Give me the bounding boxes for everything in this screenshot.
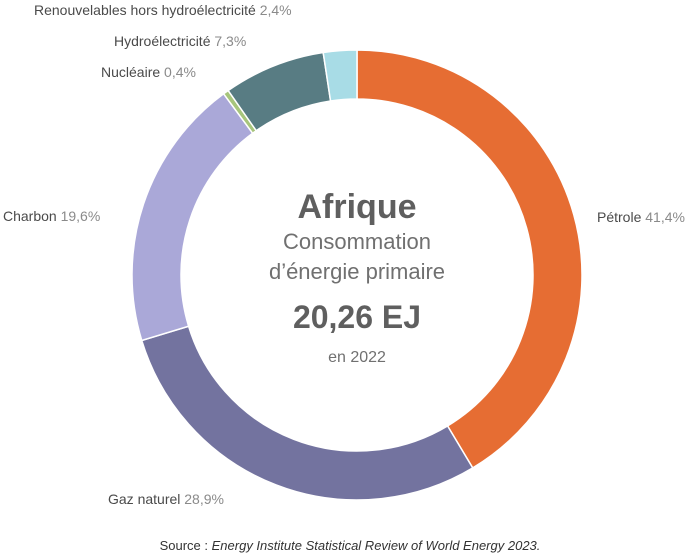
label-hydroelectricite: Hydroélectricité 7,3% — [114, 33, 246, 49]
year-label: en 2022 — [328, 349, 386, 366]
label-renouvelables-hors-hydroelectricite: Renouvelables hors hydroélectricité 2,4% — [34, 2, 292, 18]
chart-subtitle-line-1: Consommation — [283, 229, 431, 254]
source-note: Source : Energy Institute Statistical Re… — [0, 538, 700, 553]
chart-title: Afrique — [298, 188, 417, 226]
label-name-hydroelectricite: Hydroélectricité — [114, 33, 214, 49]
total-consumption-value: 20,26 EJ — [293, 299, 421, 335]
donut-center-text: Afrique Consommation d’énergie primaire … — [269, 188, 445, 366]
slice-petrole — [356, 49, 583, 469]
donut-slices — [131, 49, 583, 501]
label-petrole: Pétrole 41,4% — [597, 209, 685, 225]
label-value-nucleaire: 0,4% — [164, 64, 196, 80]
slice-renouvelables-hors-hydroelectricite — [322, 49, 358, 102]
label-name-gaz-naturel: Gaz naturel — [108, 491, 184, 507]
label-charbon: Charbon 19,6% — [3, 208, 100, 224]
slice-gaz-naturel — [140, 325, 474, 501]
source-text: Energy Institute Statistical Review of W… — [211, 538, 541, 553]
label-nucleaire: Nucléaire 0,4% — [101, 64, 196, 80]
slice-labels: Pétrole 41,4% Gaz naturel 28,9% Charbon 19… — [3, 2, 685, 507]
label-value-gaz-naturel: 28,9% — [184, 491, 224, 507]
label-value-charbon: 19,6% — [61, 208, 101, 224]
label-name-nucleaire: Nucléaire — [101, 64, 164, 80]
label-value-hydroelectricite: 7,3% — [214, 33, 246, 49]
source-prefix: Source : — [159, 538, 212, 553]
slice-charbon — [131, 92, 254, 342]
chart-subtitle-line-2: d’énergie primaire — [269, 259, 445, 284]
label-value-petrole: 41,4% — [645, 209, 685, 225]
label-name-charbon: Charbon — [3, 208, 61, 224]
label-name-petrole: Pétrole — [597, 209, 645, 225]
label-name-renouvelables-hors-hydroelectricite: Renouvelables hors hydroélectricité — [34, 2, 260, 18]
label-value-renouvelables-hors-hydroelectricite: 2,4% — [260, 2, 292, 18]
label-gaz-naturel: Gaz naturel 28,9% — [108, 491, 224, 507]
